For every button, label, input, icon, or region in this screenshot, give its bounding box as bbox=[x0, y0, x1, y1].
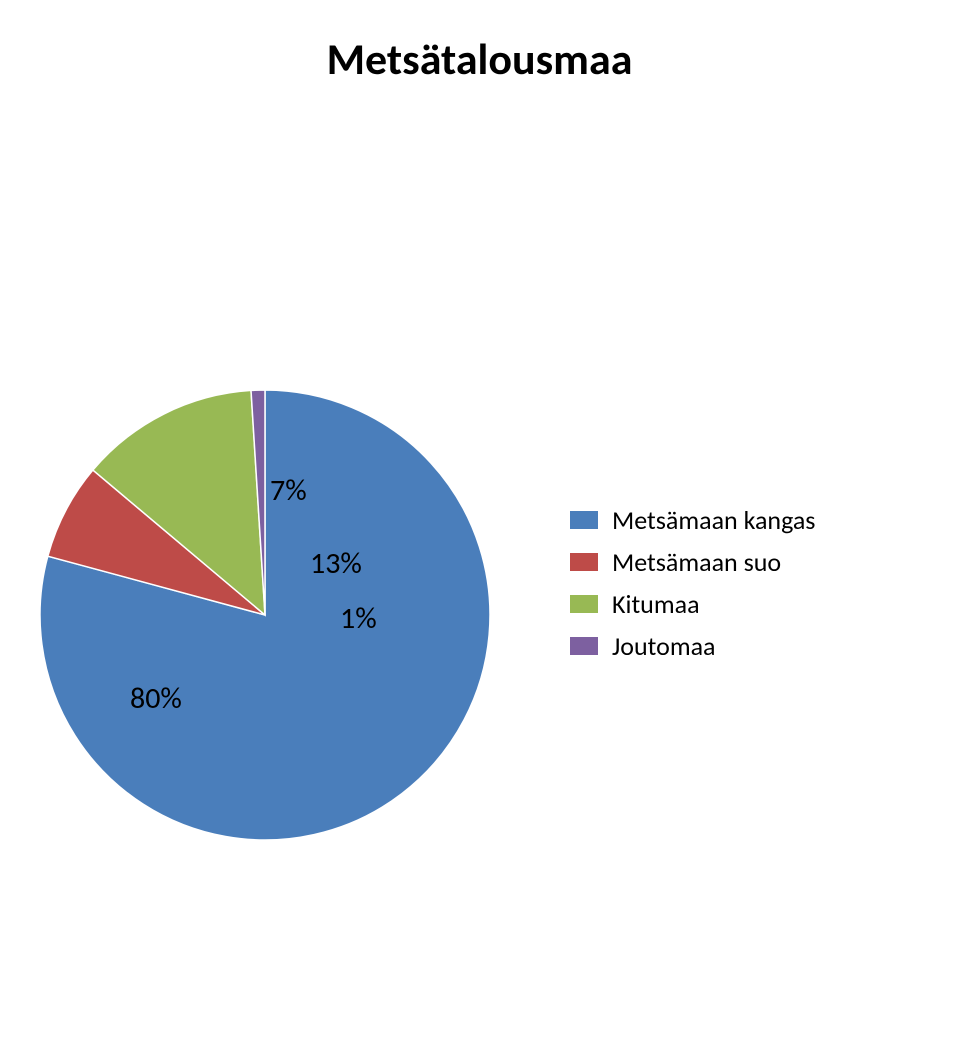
legend: Metsämaan kangas Metsämaan suo Kitumaa Jout… bbox=[570, 504, 815, 672]
legend-item: Metsämaan kangas bbox=[570, 504, 815, 536]
legend-swatch bbox=[570, 553, 598, 571]
pie-chart-container: Metsätalousmaa 80% 7%13% 1% Metsämaan kang… bbox=[0, 0, 959, 1064]
legend-swatch bbox=[570, 595, 598, 613]
data-label: 1% bbox=[340, 600, 377, 637]
legend-label: Metsämaan suo bbox=[612, 546, 781, 578]
data-label: 13% bbox=[310, 545, 362, 582]
legend-swatch bbox=[570, 637, 598, 655]
legend-item: Kitumaa bbox=[570, 588, 815, 620]
data-label: 7% bbox=[270, 472, 307, 509]
pie-chart bbox=[40, 390, 490, 845]
data-label: 80% bbox=[130, 680, 182, 717]
legend-swatch bbox=[570, 511, 598, 529]
legend-label: Joutomaa bbox=[612, 630, 716, 662]
chart-title: Metsätalousmaa bbox=[0, 32, 959, 86]
pie-svg bbox=[40, 390, 490, 840]
legend-item: Joutomaa bbox=[570, 630, 815, 662]
legend-item: Metsämaan suo bbox=[570, 546, 815, 578]
legend-label: Metsämaan kangas bbox=[612, 504, 815, 536]
legend-label: Kitumaa bbox=[612, 588, 700, 620]
